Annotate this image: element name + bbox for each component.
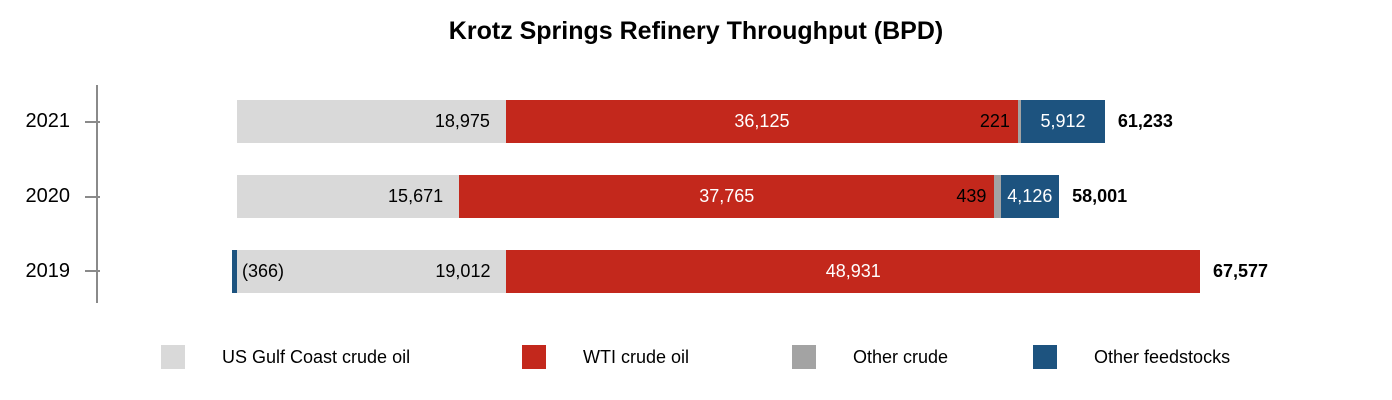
bar-value-label: 37,765 — [699, 186, 755, 206]
legend-label: US Gulf Coast crude oil — [222, 347, 411, 367]
legend-swatch-icon — [161, 345, 185, 369]
bar-value-label: 439 — [956, 186, 987, 206]
bar-segment-other-feedstocks — [1000, 175, 1060, 218]
total-label: 61,233 — [1117, 111, 1173, 131]
category-label: 2020 — [25, 185, 71, 207]
legend-label: Other crude — [853, 347, 949, 367]
bar-value-label: (366) — [242, 260, 285, 281]
bar-segment-us-gulf-coast-crude-oil — [237, 249, 507, 293]
bar-value-label: 5,912 — [1040, 111, 1086, 131]
legend-item: WTI crude oil — [522, 345, 689, 369]
axis-tick — [85, 270, 100, 272]
bar-value-label: 4,126 — [1007, 186, 1053, 206]
bar-segment-wti-crude-oil — [506, 249, 1200, 293]
axis-tick — [85, 120, 100, 123]
legend-label: WTI crude oil — [583, 347, 690, 367]
bar-value-label: 221 — [979, 111, 1010, 131]
category-label: 2021 — [25, 110, 71, 132]
legend-item: Other crude — [792, 345, 948, 369]
bar-value-label: 19,012 — [435, 260, 491, 281]
bar-segment-other-crude — [1017, 100, 1022, 143]
total-label: 58,001 — [1072, 186, 1128, 206]
total-label: 67,577 — [1213, 260, 1269, 281]
legend-item: US Gulf Coast crude oil — [161, 345, 410, 369]
legend-swatch-icon — [1033, 345, 1057, 369]
y-axis-line — [96, 85, 98, 303]
legend-swatch-icon — [522, 345, 546, 369]
legend-swatch-icon — [792, 345, 816, 369]
axis-tick — [85, 195, 100, 198]
bar-segment-us-gulf-coast-crude-oil — [237, 175, 460, 218]
legend-label: Other feedstocks — [1094, 347, 1231, 367]
bar-segment-other-feedstocks — [1021, 100, 1105, 143]
bar-segment-us-gulf-coast-crude-oil — [237, 100, 506, 143]
bar-segment-wti-crude-oil — [505, 100, 1018, 143]
legend-item: Other feedstocks — [1033, 345, 1230, 369]
bar-value-label: 15,671 — [388, 186, 444, 206]
bar-segment-other-feedstocks — [231, 249, 237, 293]
bar-value-label: 18,975 — [434, 111, 490, 131]
bar-value-label: 48,931 — [825, 260, 881, 281]
bar-value-label: 36,125 — [734, 111, 790, 131]
chart-title: Krotz Springs Refinery Throughput (BPD) — [448, 17, 944, 45]
bar-segment-other-crude — [994, 175, 1001, 218]
bar-segment-wti-crude-oil — [459, 175, 995, 218]
category-label: 2019 — [25, 259, 71, 282]
